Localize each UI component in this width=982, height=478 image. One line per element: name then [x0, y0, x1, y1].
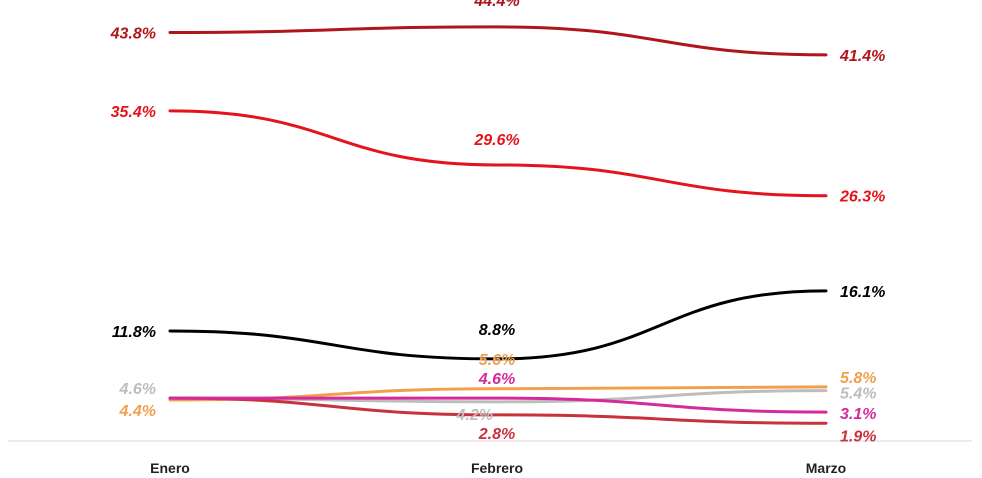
data-label: 5.8% — [840, 370, 876, 387]
data-label: 41.4% — [839, 48, 885, 65]
data-label-group: 4.6% 4.2% 5.4% 4.4% 5.6% 5.8% 2.8% 1.9% 4.6% 3.1%… — [110, 0, 886, 445]
data-label: 16.1% — [840, 284, 885, 301]
data-label: 29.6% — [473, 132, 519, 149]
data-label: 4.4% — [119, 403, 156, 420]
data-label: 1.9% — [840, 428, 876, 445]
data-label: 8.8% — [479, 322, 515, 339]
data-label: 3.1% — [840, 406, 876, 423]
data-label: 44.4% — [473, 0, 519, 10]
data-label: 4.6% — [119, 381, 156, 398]
data-label: 5.4% — [840, 386, 876, 403]
data-label: 4.6% — [478, 371, 515, 388]
x-tick-label: Marzo — [806, 460, 846, 476]
x-tick-group: Enero Febrero Marzo — [150, 460, 846, 476]
data-label: 4.2% — [456, 407, 493, 424]
x-tick-label: Enero — [150, 460, 190, 476]
data-label: 35.4% — [111, 104, 156, 121]
data-label: 5.6% — [479, 352, 515, 369]
data-label: 26.3% — [839, 189, 885, 206]
data-label: 11.8% — [112, 324, 156, 341]
data-label: 2.8% — [478, 426, 515, 443]
series-line-2 — [170, 111, 826, 196]
series-line-1 — [170, 27, 826, 55]
x-tick-label: Febrero — [471, 460, 523, 476]
data-label: 43.8% — [110, 26, 156, 43]
